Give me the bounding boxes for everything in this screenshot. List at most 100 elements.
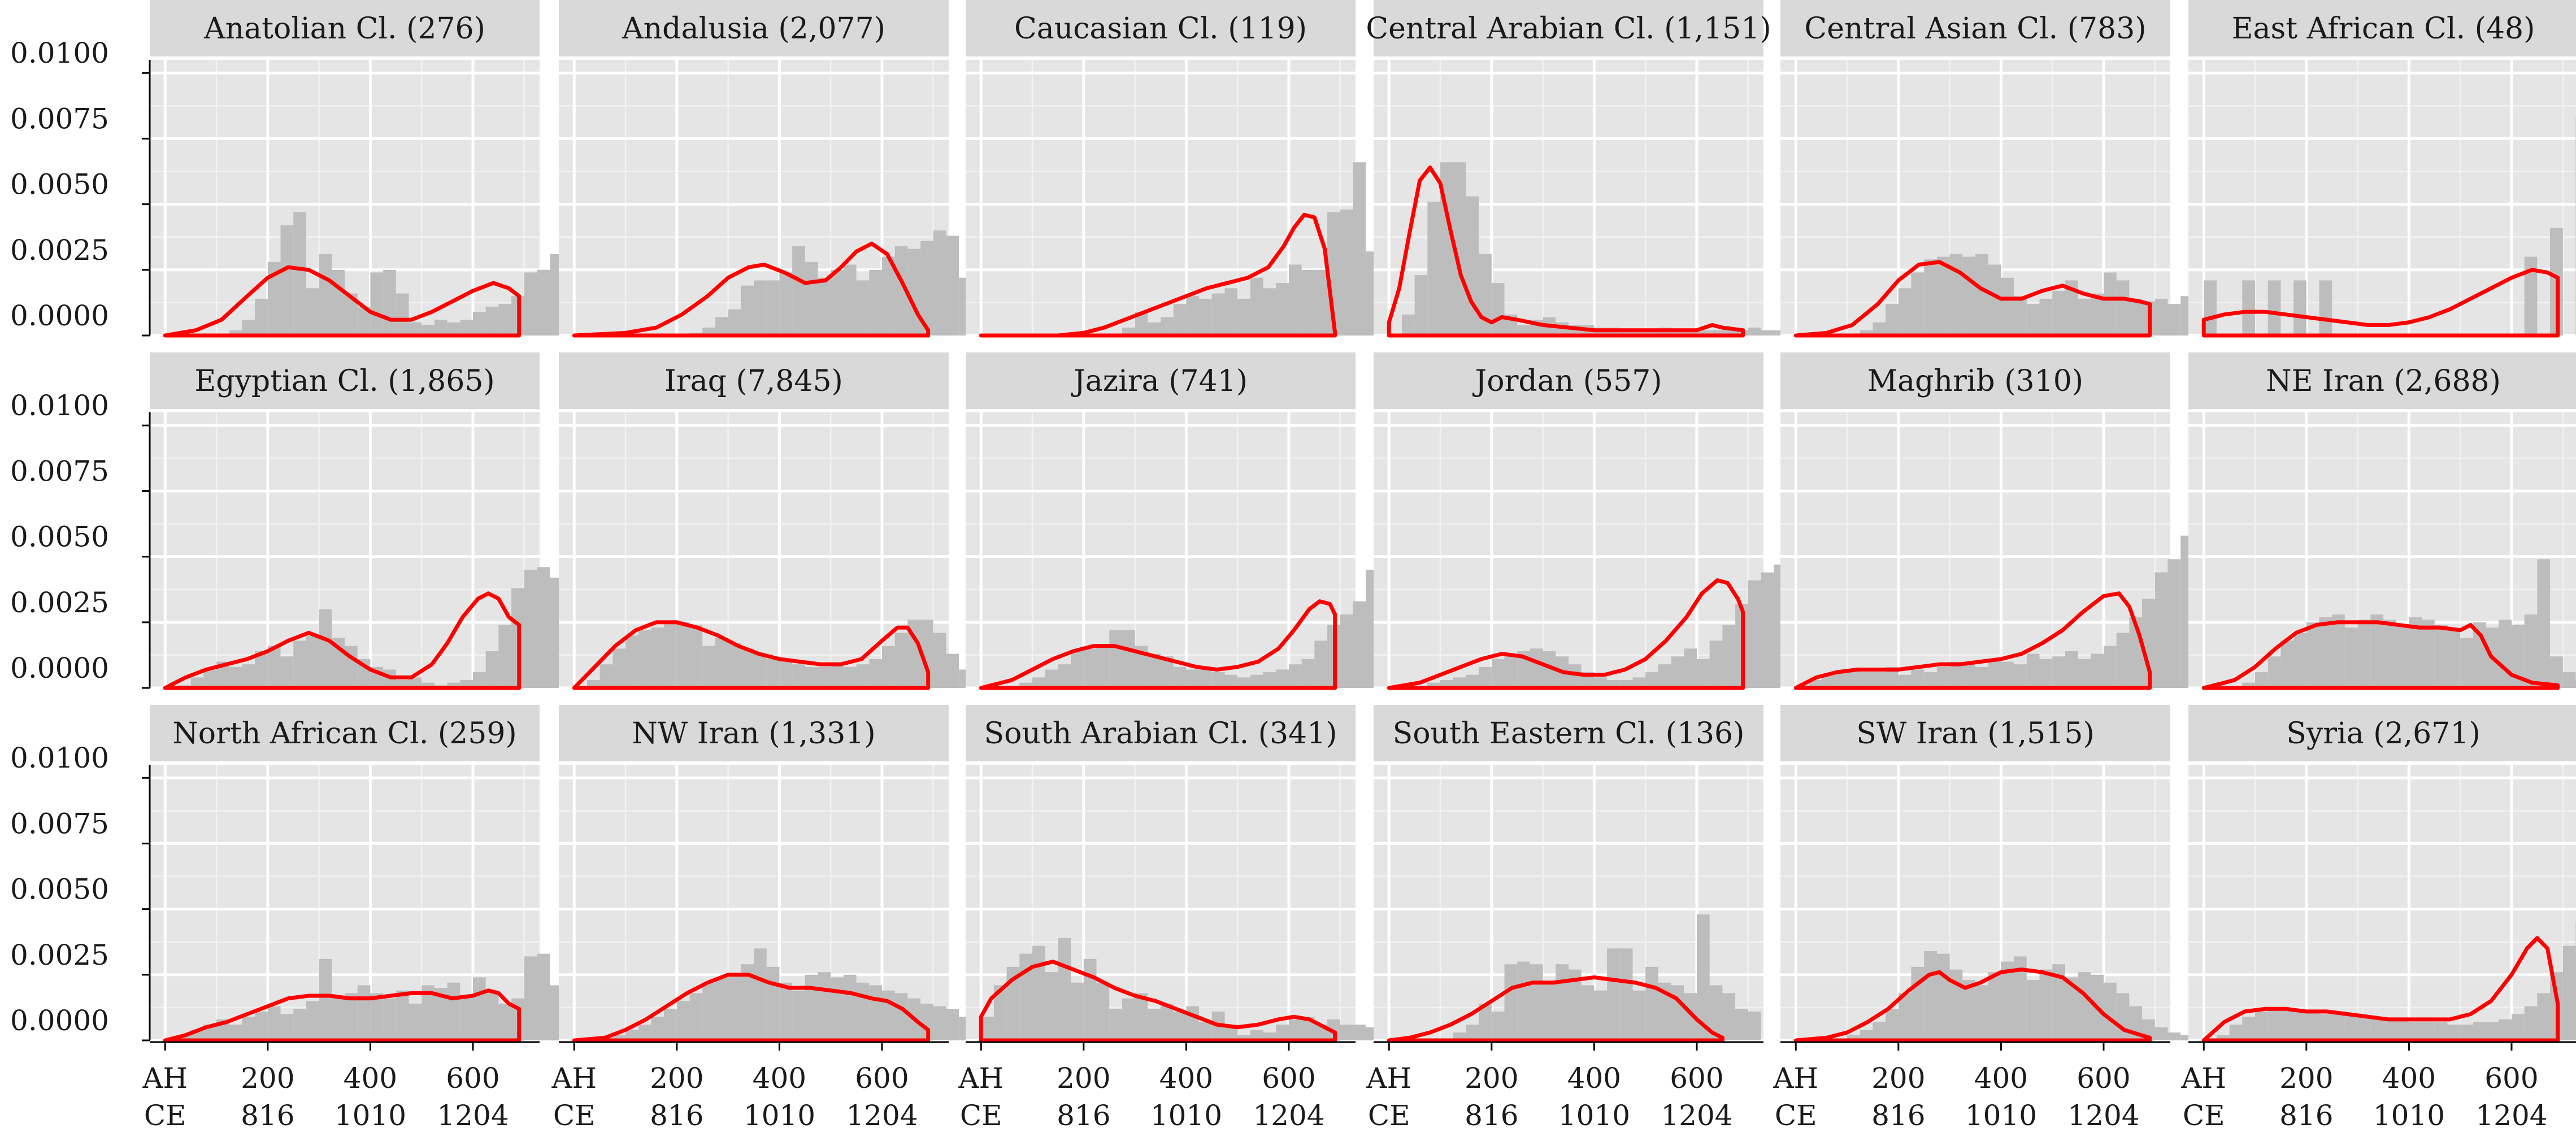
histogram-bar — [2014, 296, 2027, 335]
histogram-bar — [741, 285, 754, 335]
histogram-bar — [2014, 664, 2027, 688]
facet-strip-label: Iraq (7,845) — [664, 364, 843, 398]
histogram-bar — [2142, 598, 2155, 688]
histogram-bar — [1898, 674, 1912, 688]
histogram-bar — [447, 682, 461, 688]
histogram-bar — [447, 982, 461, 1040]
histogram-bar — [1975, 254, 1988, 335]
histogram-bar — [766, 280, 780, 335]
histogram-bar — [1135, 646, 1148, 688]
histogram-bar — [306, 635, 319, 688]
histogram-bar — [1774, 330, 1787, 335]
histogram-bar — [831, 977, 844, 1040]
histogram-bar — [1504, 653, 1518, 688]
histogram-bar — [831, 664, 844, 688]
histogram-bar — [460, 995, 473, 1040]
histogram-bar — [1045, 972, 1058, 1040]
histogram-bar — [1936, 256, 1950, 335]
facet-strip-label: NW Iran (1,331) — [632, 717, 875, 751]
histogram-bar — [2332, 1011, 2345, 1040]
histogram-bar — [1288, 264, 1302, 335]
histogram-bar — [2039, 969, 2053, 1040]
histogram-bar — [1696, 659, 1710, 688]
density-curve — [2201, 620, 2560, 690]
histogram-bar — [2014, 956, 2027, 1040]
facet-strip — [2188, 0, 2576, 56]
facet-strip-label: Egyptian Cl. (1,865) — [194, 364, 494, 398]
histogram-bar — [933, 1006, 946, 1040]
y-tick-label: 0.0000 — [10, 1004, 109, 1037]
x-tick-label-ce: 816 — [650, 1099, 703, 1132]
x-tick-label-ce: 1204 — [437, 1099, 509, 1132]
histogram-bar — [280, 225, 294, 335]
facet-panel: East African Cl. (48) — [2188, 0, 2576, 338]
histogram-bar — [754, 280, 767, 335]
histogram-bar — [843, 974, 857, 1040]
histogram-bar — [1237, 298, 1250, 335]
histogram-bar — [728, 974, 741, 1040]
histogram-bar — [1083, 958, 1097, 1040]
histogram-bar — [664, 1009, 677, 1040]
histogram-bar — [2039, 659, 2053, 688]
histogram-bar — [2486, 1022, 2499, 1040]
histogram-bar — [1211, 293, 1225, 335]
histogram-bar — [2026, 304, 2040, 335]
histogram-bar — [1924, 259, 1937, 335]
x-tick-label-ah: 200 — [650, 1062, 703, 1095]
histogram-bar — [1479, 666, 1492, 688]
histogram-bar — [1006, 966, 1020, 1040]
histogram-bar — [2537, 993, 2551, 1040]
x-tick-label-ce: CE — [1775, 1099, 1817, 1132]
facet-panel: Caucasian Cl. (119) — [966, 0, 1392, 338]
histogram-bar — [472, 312, 486, 335]
histogram-bar — [2065, 280, 2078, 335]
histogram-bar — [1466, 1025, 1479, 1040]
histogram-bar — [255, 651, 268, 688]
facet-panel: North African Cl. (259) — [150, 705, 576, 1043]
histogram-bar — [1071, 651, 1084, 688]
histogram-bar — [1301, 659, 1315, 688]
density-curve — [1793, 968, 2152, 1043]
density-curve — [1387, 975, 1724, 1043]
histogram-bar — [1860, 1030, 1873, 1040]
y-axes: 0.0100 0.0075 0.0050 0.0025 0.0000 0.0100 0.00… — [10, 37, 151, 1042]
histogram-bar — [2242, 280, 2256, 335]
facet-strip-label: Caucasian Cl. (119) — [1014, 12, 1307, 46]
histogram-bar — [1276, 1025, 1289, 1040]
histogram-bar — [306, 1001, 319, 1040]
histogram-bar — [2293, 1011, 2306, 1040]
histogram-bar — [1199, 666, 1212, 688]
histogram-bar — [1873, 322, 1886, 335]
histogram-bar — [1250, 1030, 1263, 1040]
histogram-bar — [1962, 256, 1975, 335]
histogram-bar — [1466, 674, 1479, 688]
histogram-bar — [409, 1003, 422, 1040]
histogram-bar — [190, 677, 204, 688]
x-tick-label-ah: 600 — [855, 1062, 909, 1095]
histogram-bar — [2447, 1025, 2461, 1040]
histogram-bar — [1148, 653, 1161, 688]
y-tick-label: 0.0075 — [10, 455, 109, 487]
histogram-bar — [1250, 674, 1263, 688]
y-tick-label: 0.0075 — [10, 807, 109, 840]
density-curve — [979, 960, 1337, 1043]
histogram-bar — [2562, 945, 2576, 1040]
density-curve — [2201, 268, 2560, 338]
histogram-bar — [728, 309, 741, 335]
x-tick-label-ce: 1204 — [1661, 1099, 1732, 1132]
histogram-bar — [2396, 1019, 2409, 1040]
histogram-bar — [1148, 1009, 1161, 1040]
histogram-bar — [2078, 972, 2091, 1040]
histogram-bar — [2280, 1009, 2294, 1040]
histogram-bar — [2370, 1017, 2383, 1040]
histogram-bar — [2511, 625, 2525, 688]
histogram-bar — [1211, 672, 1225, 688]
facet-strip — [966, 352, 1356, 409]
histogram-bar — [1873, 1022, 1886, 1040]
histogram-bar — [818, 972, 831, 1040]
x-tick-label-ah: AH — [2180, 1062, 2226, 1095]
facet-strip — [2188, 352, 2576, 409]
histogram-bar — [981, 1017, 994, 1040]
histogram-bar — [1314, 640, 1328, 688]
histogram-bar — [1427, 201, 1441, 335]
